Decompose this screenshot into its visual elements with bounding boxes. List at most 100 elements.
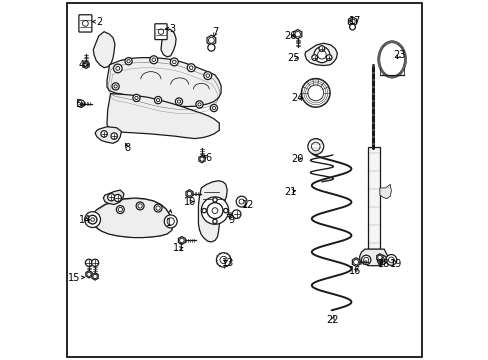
Text: 12: 12 [242, 200, 254, 210]
Polygon shape [379, 184, 390, 199]
Text: 15: 15 [68, 273, 84, 283]
Circle shape [325, 55, 331, 60]
Circle shape [107, 194, 115, 201]
Polygon shape [305, 43, 337, 66]
Circle shape [239, 199, 244, 204]
Polygon shape [92, 273, 98, 280]
Circle shape [154, 96, 162, 104]
Circle shape [172, 60, 176, 64]
Circle shape [379, 257, 384, 262]
Circle shape [187, 64, 195, 72]
Polygon shape [83, 61, 89, 68]
Circle shape [179, 238, 184, 243]
Circle shape [138, 204, 142, 208]
Circle shape [156, 99, 160, 102]
Circle shape [111, 133, 117, 139]
Polygon shape [86, 271, 92, 278]
Circle shape [361, 255, 370, 265]
Circle shape [212, 107, 215, 110]
Circle shape [294, 31, 300, 37]
Circle shape [208, 37, 214, 43]
Text: 9: 9 [228, 215, 234, 225]
Circle shape [236, 196, 246, 207]
Circle shape [196, 101, 203, 108]
Circle shape [93, 274, 97, 279]
Polygon shape [352, 258, 359, 266]
Circle shape [363, 257, 368, 262]
Circle shape [187, 192, 191, 196]
Text: 26: 26 [284, 31, 296, 41]
Polygon shape [93, 32, 115, 68]
Circle shape [154, 204, 162, 212]
Polygon shape [376, 254, 382, 261]
Text: 18: 18 [377, 258, 389, 269]
Circle shape [212, 198, 217, 202]
Circle shape [135, 96, 138, 100]
Text: 20: 20 [291, 154, 304, 164]
Circle shape [353, 260, 358, 265]
Polygon shape [107, 94, 219, 139]
Circle shape [88, 215, 97, 224]
Circle shape [91, 259, 99, 266]
Text: 4: 4 [79, 60, 88, 70]
Circle shape [167, 218, 174, 225]
Circle shape [175, 98, 182, 105]
Text: 17: 17 [348, 16, 361, 26]
Circle shape [206, 203, 223, 219]
Polygon shape [309, 139, 322, 153]
Text: 10: 10 [183, 197, 196, 207]
Polygon shape [185, 190, 192, 198]
Polygon shape [95, 127, 121, 143]
FancyBboxPatch shape [155, 24, 167, 40]
Circle shape [133, 94, 140, 102]
Polygon shape [206, 35, 215, 45]
Circle shape [77, 100, 84, 107]
Circle shape [307, 85, 323, 101]
Text: 24: 24 [291, 93, 304, 103]
Circle shape [207, 44, 215, 51]
Circle shape [177, 100, 180, 103]
Circle shape [307, 139, 323, 154]
Text: 8: 8 [124, 143, 130, 153]
Circle shape [313, 47, 329, 63]
Circle shape [156, 206, 160, 210]
Circle shape [112, 83, 119, 90]
Polygon shape [178, 237, 185, 244]
Circle shape [301, 78, 329, 107]
Polygon shape [107, 58, 221, 107]
Text: 7: 7 [212, 27, 218, 37]
Circle shape [127, 60, 130, 63]
Circle shape [158, 29, 163, 35]
Circle shape [101, 131, 107, 137]
Circle shape [136, 202, 144, 210]
Text: 2: 2 [92, 17, 102, 27]
Circle shape [198, 103, 201, 106]
Circle shape [114, 85, 117, 88]
Circle shape [232, 210, 241, 219]
Circle shape [210, 104, 217, 112]
Circle shape [202, 208, 206, 213]
Circle shape [88, 215, 97, 224]
Text: 3: 3 [165, 24, 175, 34]
Circle shape [84, 63, 88, 67]
Text: 23: 23 [392, 50, 405, 60]
Circle shape [91, 218, 94, 221]
Circle shape [205, 74, 209, 77]
Circle shape [152, 58, 155, 62]
Circle shape [85, 259, 92, 266]
Circle shape [114, 194, 121, 202]
Polygon shape [293, 30, 301, 39]
Circle shape [212, 219, 217, 224]
Circle shape [206, 203, 223, 219]
Text: 14: 14 [79, 215, 91, 225]
Text: 6: 6 [203, 153, 211, 163]
Circle shape [223, 208, 227, 213]
Circle shape [87, 272, 91, 276]
Circle shape [385, 255, 396, 265]
Circle shape [200, 157, 203, 161]
FancyBboxPatch shape [79, 15, 92, 32]
Circle shape [377, 255, 386, 265]
Text: 13: 13 [222, 258, 234, 268]
Text: 16: 16 [348, 266, 361, 276]
Circle shape [349, 24, 355, 30]
